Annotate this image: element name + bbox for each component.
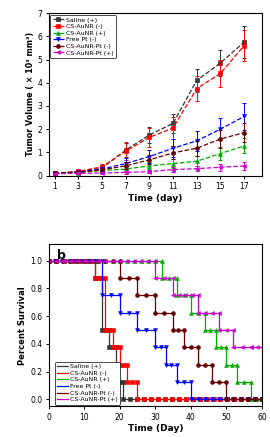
- Text: a: a: [57, 18, 66, 31]
- X-axis label: Time (day): Time (day): [128, 194, 183, 203]
- Y-axis label: Tumor Volume ( × 10³ mm³): Tumor Volume ( × 10³ mm³): [26, 32, 35, 156]
- Y-axis label: Percent Survival: Percent Survival: [18, 286, 28, 364]
- Legend: Saline (+), CS-AuNR (-), CS-AuNR (+), Free Pt (-), CS-AuNR-Pt (-), CS-AuNR-Pt (+: Saline (+), CS-AuNR (-), CS-AuNR (+), Fr…: [55, 362, 120, 405]
- Text: b: b: [57, 249, 66, 262]
- Legend: Saline (+), CS-AuNR (-), CS-AuNR (+), Free Pt (-), CS-AuNR-Pt (-), CS-AuNR-Pt (+: Saline (+), CS-AuNR (-), CS-AuNR (+), Fr…: [50, 15, 116, 58]
- X-axis label: Time (Day): Time (Day): [127, 424, 183, 434]
